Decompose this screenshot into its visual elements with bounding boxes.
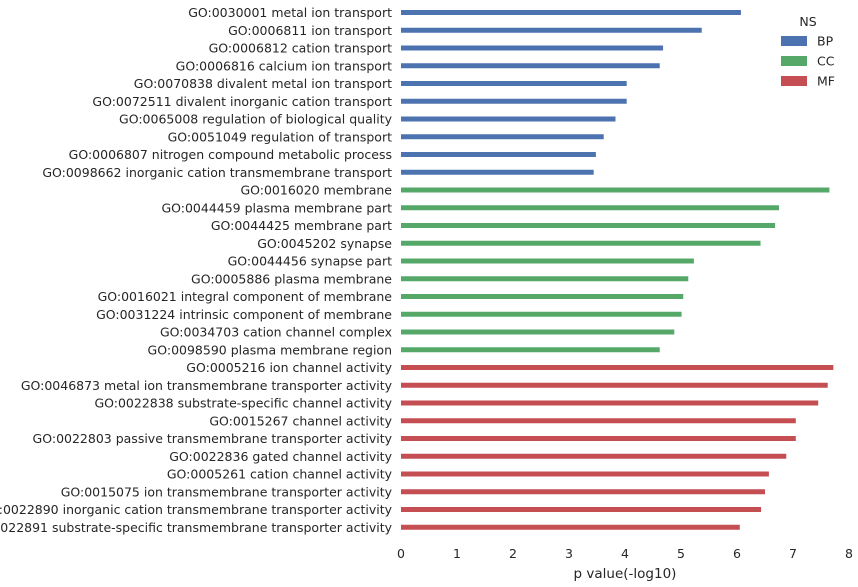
y-tick-label: GO:0006816 calcium ion transport — [176, 58, 392, 73]
legend-swatch-mf — [781, 76, 807, 86]
x-tick-label: 5 — [677, 546, 685, 561]
y-tick-label: GO:0005261 cation channel activity — [167, 467, 393, 482]
y-tick-label: GO:0098590 plasma membrane region — [148, 342, 392, 357]
bar-28 — [401, 489, 765, 495]
x-tick-label: 7 — [789, 546, 797, 561]
y-tick-label: GO:0006811 ion transport — [228, 23, 392, 38]
bar-27 — [401, 471, 769, 477]
x-tick-label: 1 — [453, 546, 461, 561]
y-tick-label: GO:0006812 cation transport — [209, 41, 392, 56]
y-tick-label: GO:0098662 inorganic cation transmembran… — [42, 165, 392, 180]
legend-label-mf: MF — [817, 74, 835, 89]
y-tick-label: GO:0072511 divalent inorganic cation tra… — [92, 94, 392, 109]
y-tick-label: GO:0044459 plasma membrane part — [161, 200, 392, 215]
bar-24 — [401, 418, 796, 424]
y-tick-label: GO:0065008 regulation of biological qual… — [119, 112, 393, 127]
y-tick-label: GO:0015075 ion transmembrane transporter… — [61, 484, 393, 499]
y-tick-label: GO:0034703 cation channel complex — [160, 325, 392, 340]
y-tick-label: GO:0044456 synapse part — [228, 254, 392, 269]
x-tick-label: 3 — [565, 546, 573, 561]
bar-14 — [401, 240, 761, 246]
bar-23 — [401, 400, 819, 406]
y-tick-label: GO:0031224 intrinsic component of membra… — [96, 307, 392, 322]
y-tick-label: GO:0044425 membrane part — [211, 218, 392, 233]
y-tick-label: GO:0006807 nitrogen compound metabolic p… — [69, 147, 392, 162]
bar-17 — [401, 294, 684, 299]
bar-19 — [401, 329, 675, 335]
y-tick-label: GO:0046873 metal ion transmembrane trans… — [21, 378, 393, 393]
bar-10 — [401, 169, 594, 175]
bar-22 — [401, 382, 828, 388]
bar-15 — [401, 258, 694, 264]
bar-6 — [401, 98, 627, 104]
bar-11 — [401, 187, 830, 193]
bars-group — [401, 10, 834, 530]
x-tick-label: 4 — [621, 546, 629, 561]
bar-7 — [401, 116, 616, 122]
y-tick-label: GO:0022891 substrate-specific transmembr… — [0, 520, 393, 535]
y-tick-label: GO:0070838 divalent metal ion transport — [134, 76, 392, 91]
y-tick-label: GO:0005886 plasma membrane — [191, 271, 392, 286]
bar-29 — [401, 507, 762, 512]
legend-label-bp: BP — [817, 34, 834, 49]
y-tick-label: GO:0051049 regulation of transport — [168, 129, 393, 144]
legend-title: NS — [799, 14, 816, 29]
bar-12 — [401, 205, 779, 211]
y-tick-label: GO:0045202 synapse — [257, 236, 392, 251]
x-tick-label: 8 — [845, 546, 853, 561]
bar-18 — [401, 311, 682, 317]
x-tick-label: 6 — [733, 546, 741, 561]
bar-20 — [401, 347, 660, 353]
bar-9 — [401, 152, 596, 157]
bar-21 — [401, 365, 834, 370]
y-tick-label: GO:0015267 channel activity — [209, 413, 392, 428]
bar-25 — [401, 436, 796, 441]
y-tick-label: GO:0022838 substrate-specific channel ac… — [94, 396, 392, 411]
x-tick-labels: 0 1 2 3 4 5 6 7 8 — [397, 546, 853, 561]
x-tick-label: 0 — [397, 546, 405, 561]
legend-swatch-bp — [781, 36, 807, 46]
bar-1 — [401, 10, 741, 15]
y-tick-label: GO:0022836 gated channel activity — [169, 449, 392, 464]
x-tick-label: 2 — [509, 546, 517, 561]
bar-2 — [401, 27, 702, 33]
bar-8 — [401, 134, 604, 140]
y-tick-label: GO:0016020 membrane — [240, 183, 392, 198]
legend-label-cc: CC — [817, 54, 835, 69]
y-tick-label: GO:0016021 integral component of membran… — [98, 289, 393, 304]
y-tick-label: GO:0005216 ion channel activity — [186, 360, 392, 375]
y-tick-label: GO:0022890 inorganic cation transmembran… — [0, 502, 393, 517]
legend-swatch-cc — [781, 56, 807, 66]
bar-4 — [401, 63, 660, 69]
y-tick-label: GO:0022803 passive transmembrane transpo… — [33, 431, 393, 446]
bar-5 — [401, 81, 627, 86]
bar-30 — [401, 524, 740, 530]
x-axis-label: p value(-log10) — [574, 566, 677, 582]
bar-16 — [401, 276, 689, 282]
bar-3 — [401, 45, 664, 51]
y-tick-labels: GO:0030001 metal ion transport GO:0006811… — [0, 5, 393, 535]
y-tick-label: GO:0030001 metal ion transport — [188, 5, 392, 20]
bar-26 — [401, 453, 787, 459]
bar-13 — [401, 223, 776, 228]
